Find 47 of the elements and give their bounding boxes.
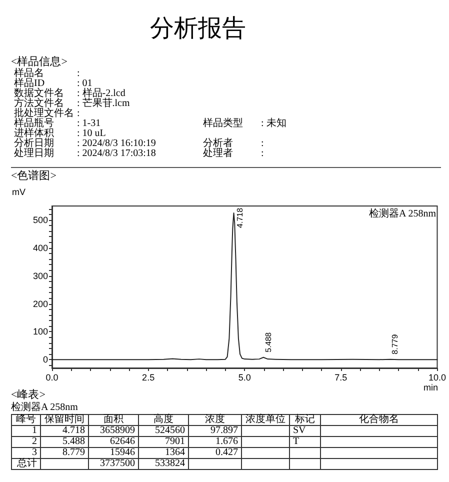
text: 数据文件名 xyxy=(14,88,64,99)
y-tick-label: 500 xyxy=(32,214,48,225)
text: <峰表> xyxy=(11,389,46,401)
x-axis-title: min xyxy=(423,382,438,392)
text: 批处理文件名 xyxy=(14,108,74,119)
text: 分析者 xyxy=(203,138,233,149)
y-tick-label: 300 xyxy=(32,270,48,281)
text: : 01 xyxy=(77,78,92,89)
text: 方法文件名 xyxy=(14,98,64,109)
text: : 2024/8/3 16:10:19 xyxy=(77,138,156,149)
text: 样品ID xyxy=(14,78,45,89)
y-axis-title: mV xyxy=(12,187,26,197)
text: 样品名 xyxy=(14,68,44,79)
annotation: 检测器A 258nm xyxy=(369,208,436,220)
text: : 未知 xyxy=(261,118,286,129)
text: 分析日期 xyxy=(14,138,54,149)
y-tick-label: 200 xyxy=(32,298,48,309)
x-tick-label: 10.0 xyxy=(428,372,446,382)
text: 进样体积 xyxy=(14,128,54,139)
annotation: 5.488 xyxy=(264,332,273,352)
text: : xyxy=(77,68,80,79)
annotation: 8.779 xyxy=(390,334,400,354)
text: : xyxy=(77,108,80,119)
x-tick-label: 0.0 xyxy=(46,372,58,382)
y-tick-label: 100 xyxy=(32,326,48,337)
text: 检测器A 258nm xyxy=(11,402,78,413)
text: : 芒果苷.lcm xyxy=(77,98,130,109)
text: : 2024/8/3 17:03:18 xyxy=(77,148,156,159)
y-tick-label: 0 xyxy=(42,354,48,365)
annotation: 4.718 xyxy=(235,207,244,228)
text: <色谱图> xyxy=(11,170,56,182)
x-tick-label: 5.0 xyxy=(238,372,251,382)
text: 样品瓶号 xyxy=(14,118,54,129)
y-tick-label: 400 xyxy=(32,242,48,253)
text: 样品类型 xyxy=(203,118,243,129)
text: 处理者 xyxy=(203,148,233,159)
text: : xyxy=(261,148,264,159)
text: : 1-31 xyxy=(77,118,101,129)
text: : 10 uL xyxy=(77,128,106,139)
x-tick-label: 2.5 xyxy=(142,372,155,382)
text: : xyxy=(261,138,264,149)
text: : 样品-2.lcd xyxy=(77,88,126,99)
chart-title: 分析报告 xyxy=(150,15,246,42)
text: 处理日期 xyxy=(14,148,54,159)
x-tick-label: 7.5 xyxy=(334,372,348,382)
text: <样品信息> xyxy=(11,56,68,68)
table: 峰号 保留时间 面积 高度 浓度 浓度单位 标记 化合物名 1 4.718 3658909 524560 97.897 SV 2 5.488 62646 7901 1.676 T 3 8.779 15946 1364 0.427 总计 3737500 533824 xyxy=(11,414,438,470)
